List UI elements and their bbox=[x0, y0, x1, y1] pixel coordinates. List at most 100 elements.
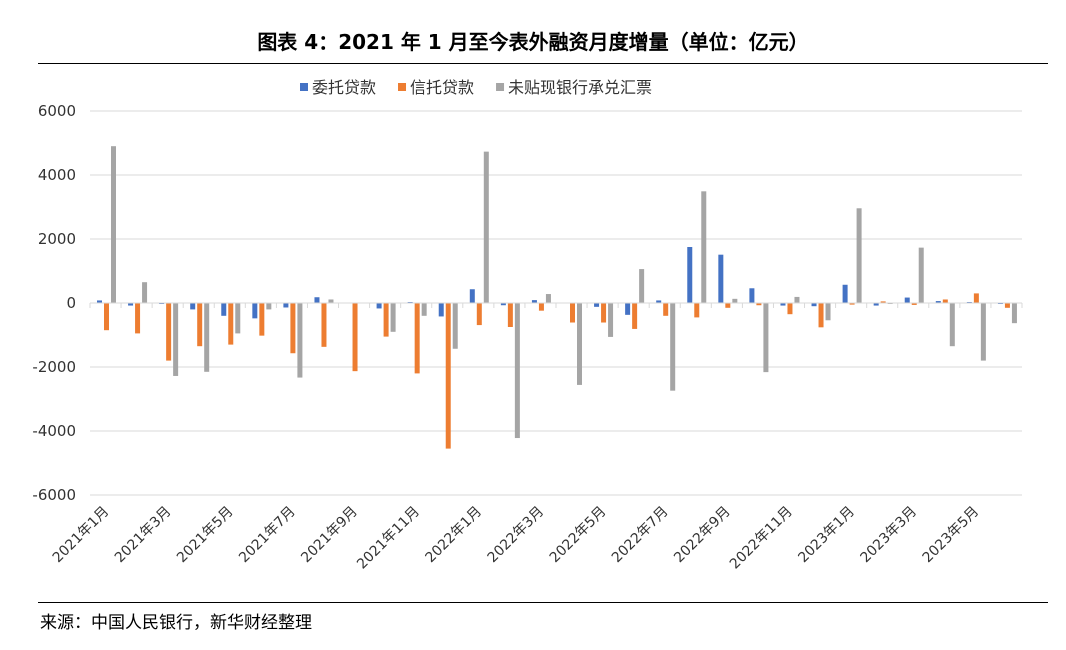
bar-1 bbox=[314, 297, 320, 303]
x-tick-label: 2022年7月 bbox=[609, 504, 672, 567]
legend-swatch bbox=[300, 83, 308, 91]
bar-1 bbox=[438, 303, 444, 317]
bar-1 bbox=[469, 289, 475, 303]
bar-3 bbox=[173, 303, 179, 376]
y-tick-label: 2000 bbox=[38, 230, 76, 248]
bar-2 bbox=[1004, 303, 1010, 308]
bar-1 bbox=[718, 254, 724, 303]
bar-2 bbox=[321, 303, 327, 347]
bar-2 bbox=[818, 303, 824, 328]
y-tick-label: -4000 bbox=[32, 422, 76, 440]
x-tick-label: 2022年3月 bbox=[485, 504, 548, 567]
bar-2 bbox=[445, 303, 451, 449]
bar-2 bbox=[352, 303, 358, 372]
x-tick-label: 2021年5月 bbox=[174, 504, 237, 567]
bar-1 bbox=[128, 303, 134, 306]
bar-2 bbox=[135, 303, 141, 334]
y-tick-label: 4000 bbox=[38, 166, 76, 184]
legend-swatch bbox=[398, 83, 407, 91]
bar-1 bbox=[625, 303, 631, 315]
bar-1 bbox=[842, 284, 848, 303]
bar-3 bbox=[639, 269, 645, 303]
legend-swatch bbox=[496, 83, 505, 91]
bar-1 bbox=[97, 300, 102, 303]
bar-2 bbox=[476, 303, 482, 326]
bar-3 bbox=[825, 303, 831, 321]
bar-3 bbox=[545, 294, 551, 303]
bar-3 bbox=[266, 303, 272, 310]
bar-3 bbox=[452, 303, 458, 349]
bar-1 bbox=[376, 303, 382, 309]
bar-1 bbox=[190, 303, 196, 310]
bar-3 bbox=[670, 303, 676, 391]
bar-2 bbox=[197, 303, 203, 347]
bar-1 bbox=[283, 303, 289, 308]
bar-3 bbox=[1011, 303, 1017, 324]
legend-label: 未贴现银行承兑汇票 bbox=[508, 78, 652, 97]
bar-3 bbox=[701, 191, 707, 303]
x-tick-label: 2023年3月 bbox=[857, 504, 920, 567]
bar-2 bbox=[414, 303, 420, 374]
x-tick-label: 2021年11月 bbox=[354, 504, 423, 573]
x-tick-label: 2022年11月 bbox=[727, 504, 796, 573]
bar-3 bbox=[235, 303, 241, 334]
bar-2 bbox=[601, 303, 607, 323]
bar-3 bbox=[390, 303, 396, 332]
bar-2 bbox=[849, 303, 855, 305]
bar-2 bbox=[911, 303, 917, 305]
x-tick-label: 2022年9月 bbox=[671, 504, 734, 567]
bar-1 bbox=[252, 303, 258, 319]
bar-3 bbox=[763, 303, 769, 373]
bar-3 bbox=[918, 247, 924, 303]
bar-3 bbox=[297, 303, 303, 378]
legend-label: 委托贷款 bbox=[312, 78, 376, 97]
bar-1 bbox=[531, 300, 537, 303]
bar-2 bbox=[663, 303, 669, 316]
bar-2 bbox=[166, 303, 172, 361]
bar-3 bbox=[142, 282, 148, 303]
bar-2 bbox=[725, 303, 731, 308]
bar-2 bbox=[880, 301, 886, 303]
bar-2 bbox=[104, 303, 109, 331]
bottom-divider bbox=[38, 602, 1048, 603]
bar-3 bbox=[794, 296, 800, 303]
x-tick-label: 2023年1月 bbox=[795, 504, 858, 567]
bar-3 bbox=[204, 303, 210, 372]
y-tick-label: -6000 bbox=[32, 486, 76, 504]
bar-2 bbox=[290, 303, 296, 354]
bar-3 bbox=[483, 151, 489, 303]
bar-2 bbox=[694, 303, 700, 318]
bar-1 bbox=[221, 303, 227, 316]
bar-1 bbox=[749, 288, 755, 303]
bar-1 bbox=[780, 303, 786, 306]
y-tick-label: 6000 bbox=[38, 102, 76, 120]
bar-1 bbox=[500, 303, 506, 306]
bar-3 bbox=[577, 303, 582, 385]
x-tick-label: 2022年1月 bbox=[423, 504, 486, 567]
bar-2 bbox=[973, 293, 979, 303]
x-tick-label: 2021年1月 bbox=[50, 504, 113, 567]
bar-2 bbox=[383, 303, 389, 337]
bar-3 bbox=[732, 298, 738, 303]
bar-3 bbox=[980, 303, 986, 361]
bar-2 bbox=[942, 299, 948, 303]
x-tick-label: 2021年7月 bbox=[236, 504, 299, 567]
bar-3 bbox=[514, 303, 520, 439]
bar-1 bbox=[935, 301, 941, 303]
x-tick-label: 2021年3月 bbox=[112, 504, 175, 567]
bar-3 bbox=[328, 299, 334, 303]
bar-1 bbox=[811, 303, 817, 307]
bar-2 bbox=[259, 303, 265, 336]
bar-3 bbox=[856, 208, 862, 303]
bar-1 bbox=[873, 303, 879, 306]
bar-1 bbox=[904, 297, 910, 303]
bar-3 bbox=[949, 303, 955, 347]
bar-2 bbox=[756, 303, 762, 306]
x-tick-label: 2023年5月 bbox=[920, 504, 983, 567]
chart-title: 图表 4：2021 年 1 月至今表外融资月度增量（单位：亿元） bbox=[257, 30, 809, 54]
bar-2 bbox=[507, 303, 513, 327]
bar-2 bbox=[228, 303, 234, 345]
top-divider bbox=[38, 63, 1048, 64]
y-tick-label: -2000 bbox=[32, 358, 76, 376]
